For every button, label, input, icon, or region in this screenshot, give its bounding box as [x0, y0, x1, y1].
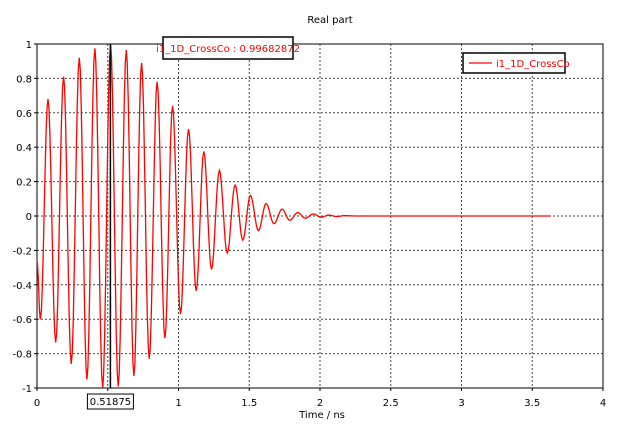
- x-tick-label: 2.5: [383, 398, 399, 409]
- cursor-readout-text: i1_1D_CrossCo : 0.99682872: [156, 44, 300, 55]
- y-tick-label: 1: [26, 40, 32, 51]
- cursor-x-value: 0.51875: [90, 397, 131, 408]
- x-tick-label: 3: [458, 398, 464, 409]
- cursor-readout: i1_1D_CrossCo : 0.99682872: [156, 36, 300, 60]
- legend: i1_1D_CrossCo: [462, 52, 570, 74]
- y-tick-label: -1: [22, 384, 32, 395]
- y-tick-label: -0.2: [12, 246, 32, 257]
- x-tick-label: 4: [600, 398, 606, 409]
- y-axis: -1 -0.8 -0.6 -0.4 -0.2 0 0.2 0.4 0.6 0.8 1: [12, 40, 37, 395]
- x-tick-label: 0: [34, 398, 40, 409]
- y-tick-label: -0.4: [12, 281, 32, 292]
- x-axis: 0 1 1.5 2 2.5 3 3.5 4: [34, 388, 606, 409]
- x-tick-label: 1: [175, 398, 181, 409]
- x-axis-label: Time / ns: [298, 410, 345, 421]
- x-tick-label: 2: [317, 398, 323, 409]
- y-tick-label: -0.6: [12, 315, 32, 326]
- y-tick-label: 0: [26, 212, 32, 223]
- y-tick-label: 0.8: [16, 74, 32, 85]
- y-tick-label: 0.4: [16, 143, 32, 154]
- y-tick-label: 0.2: [16, 178, 32, 189]
- series-line-i1-1d-crossco: [36, 44, 551, 389]
- x-tick-label: 3.5: [524, 398, 540, 409]
- x-tick-label: 1.5: [241, 398, 257, 409]
- cursor-x-label[interactable]: 0.51875: [86, 393, 134, 410]
- legend-label: i1_1D_CrossCo: [496, 59, 570, 70]
- chart-title: Real part: [307, 15, 352, 26]
- y-tick-label: 0.6: [16, 109, 32, 120]
- y-tick-label: -0.8: [12, 350, 32, 361]
